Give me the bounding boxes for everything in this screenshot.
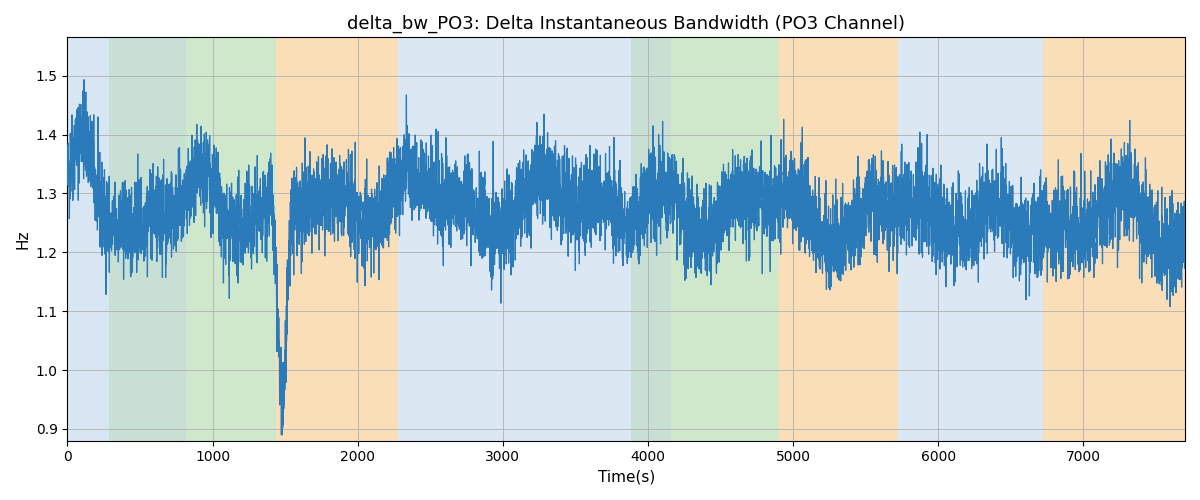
Bar <box>1043 38 1186 440</box>
Bar <box>276 38 398 440</box>
Bar <box>1008 38 1043 440</box>
Bar <box>630 38 671 440</box>
Y-axis label: Hz: Hz <box>16 230 30 249</box>
Bar <box>630 38 671 440</box>
Bar <box>779 38 898 440</box>
X-axis label: Time(s): Time(s) <box>598 470 655 485</box>
Bar <box>109 38 186 440</box>
Bar <box>67 38 109 440</box>
Bar <box>398 38 630 440</box>
Bar <box>186 38 276 440</box>
Bar <box>671 38 779 440</box>
Bar <box>898 38 1008 440</box>
Title: delta_bw_PO3: Delta Instantaneous Bandwidth (PO3 Channel): delta_bw_PO3: Delta Instantaneous Bandwi… <box>347 15 905 34</box>
Bar <box>109 38 186 440</box>
